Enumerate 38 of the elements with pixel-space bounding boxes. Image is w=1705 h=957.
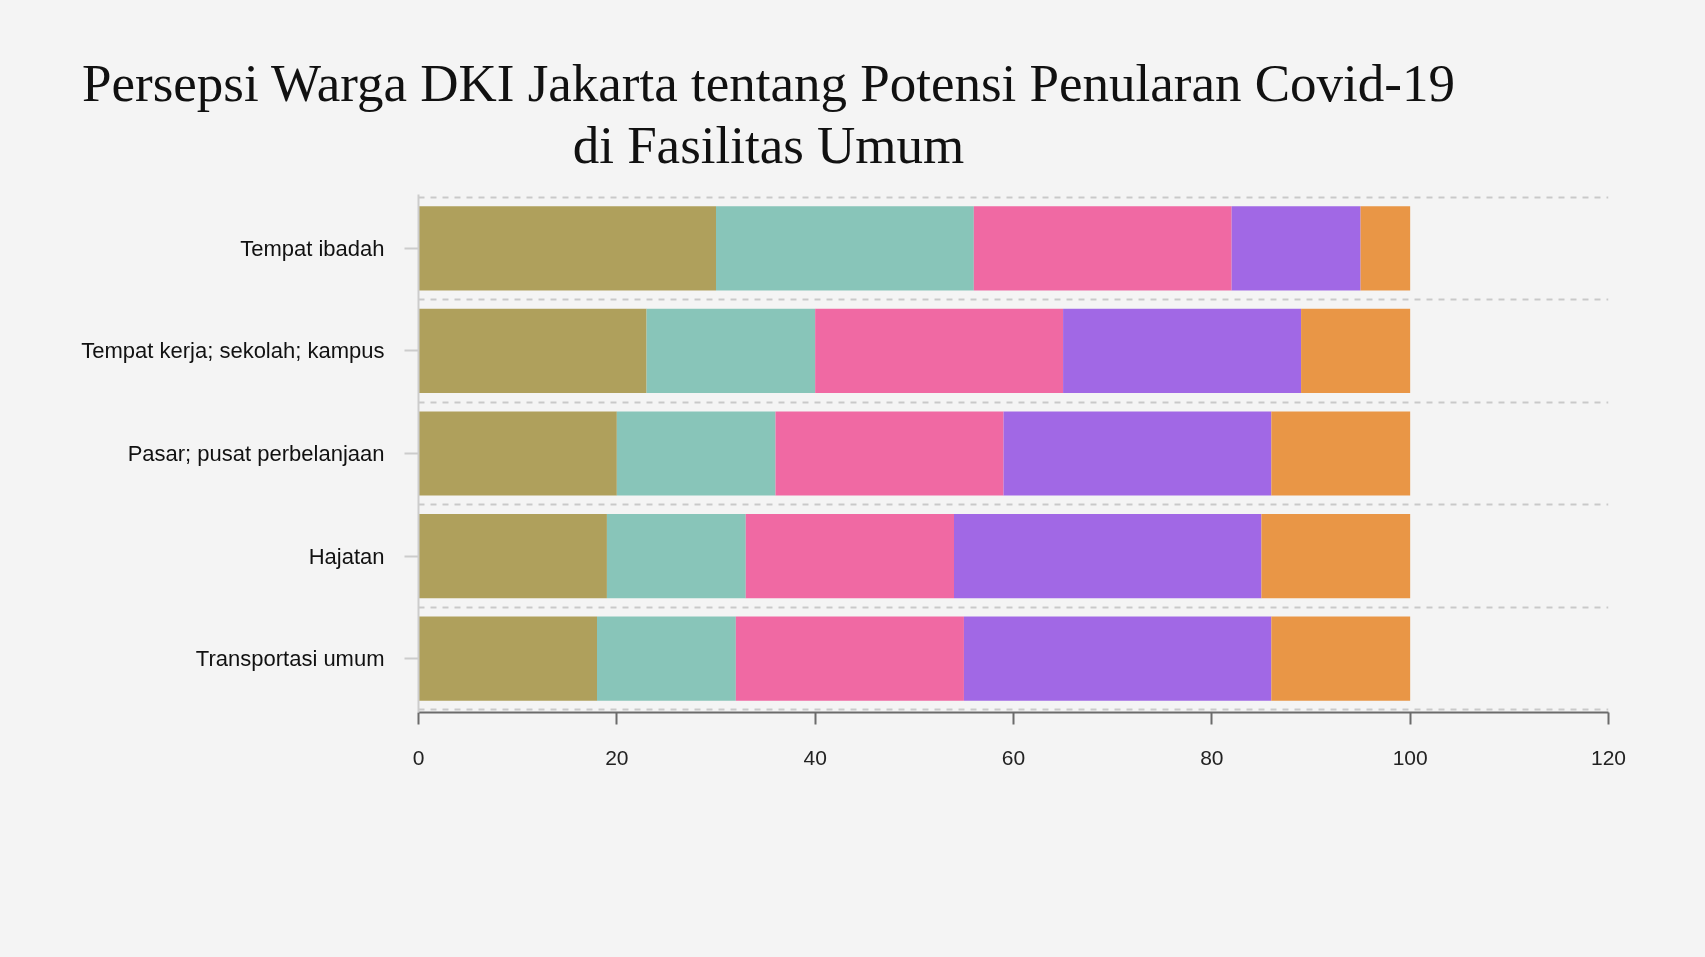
bar — [597, 616, 736, 701]
bar — [418, 308, 647, 393]
bar — [716, 206, 974, 291]
bar — [1360, 206, 1411, 291]
bar — [1003, 411, 1272, 496]
bar — [418, 514, 607, 599]
x-tick-label: 100 — [1392, 745, 1428, 769]
bar — [973, 206, 1232, 291]
y-tick-label: Pasar; pusat perbelanjaan — [127, 441, 385, 466]
bar — [745, 514, 954, 599]
bar — [418, 411, 617, 496]
bar — [418, 616, 597, 701]
bar — [1271, 616, 1411, 701]
y-tick-label: Hajatan — [308, 543, 385, 569]
x-tick-label: 20 — [605, 745, 629, 769]
x-tick-label: 40 — [803, 745, 827, 769]
x-tick-label: 60 — [1001, 745, 1026, 769]
x-tick-label: 0 — [412, 745, 425, 769]
y-tick-label: Tempat ibadah — [240, 235, 385, 261]
chart-title: Persepsi Warga DKI Jakarta tentang Potensi Penularan Covid-19 di Fasilitas Umum — [0, 0, 1705, 182]
y-tick-label: Transportasi umum — [195, 646, 385, 672]
bar — [646, 308, 816, 393]
y-tick-label: Tempat kerja; sekolah; kampus — [81, 338, 385, 364]
bar — [815, 308, 1064, 393]
bar — [1301, 308, 1411, 393]
bar — [1231, 206, 1361, 291]
bar — [1271, 411, 1411, 496]
bar — [616, 411, 776, 496]
bar — [606, 514, 746, 599]
bar — [954, 514, 1262, 599]
x-tick-label: 120 — [1590, 745, 1627, 769]
bar — [735, 616, 964, 701]
bar — [1063, 308, 1302, 393]
bar — [963, 616, 1272, 701]
bar — [1261, 514, 1411, 599]
x-tick-label: 80 — [1200, 745, 1224, 769]
bar — [418, 206, 716, 291]
bar — [775, 411, 1004, 496]
